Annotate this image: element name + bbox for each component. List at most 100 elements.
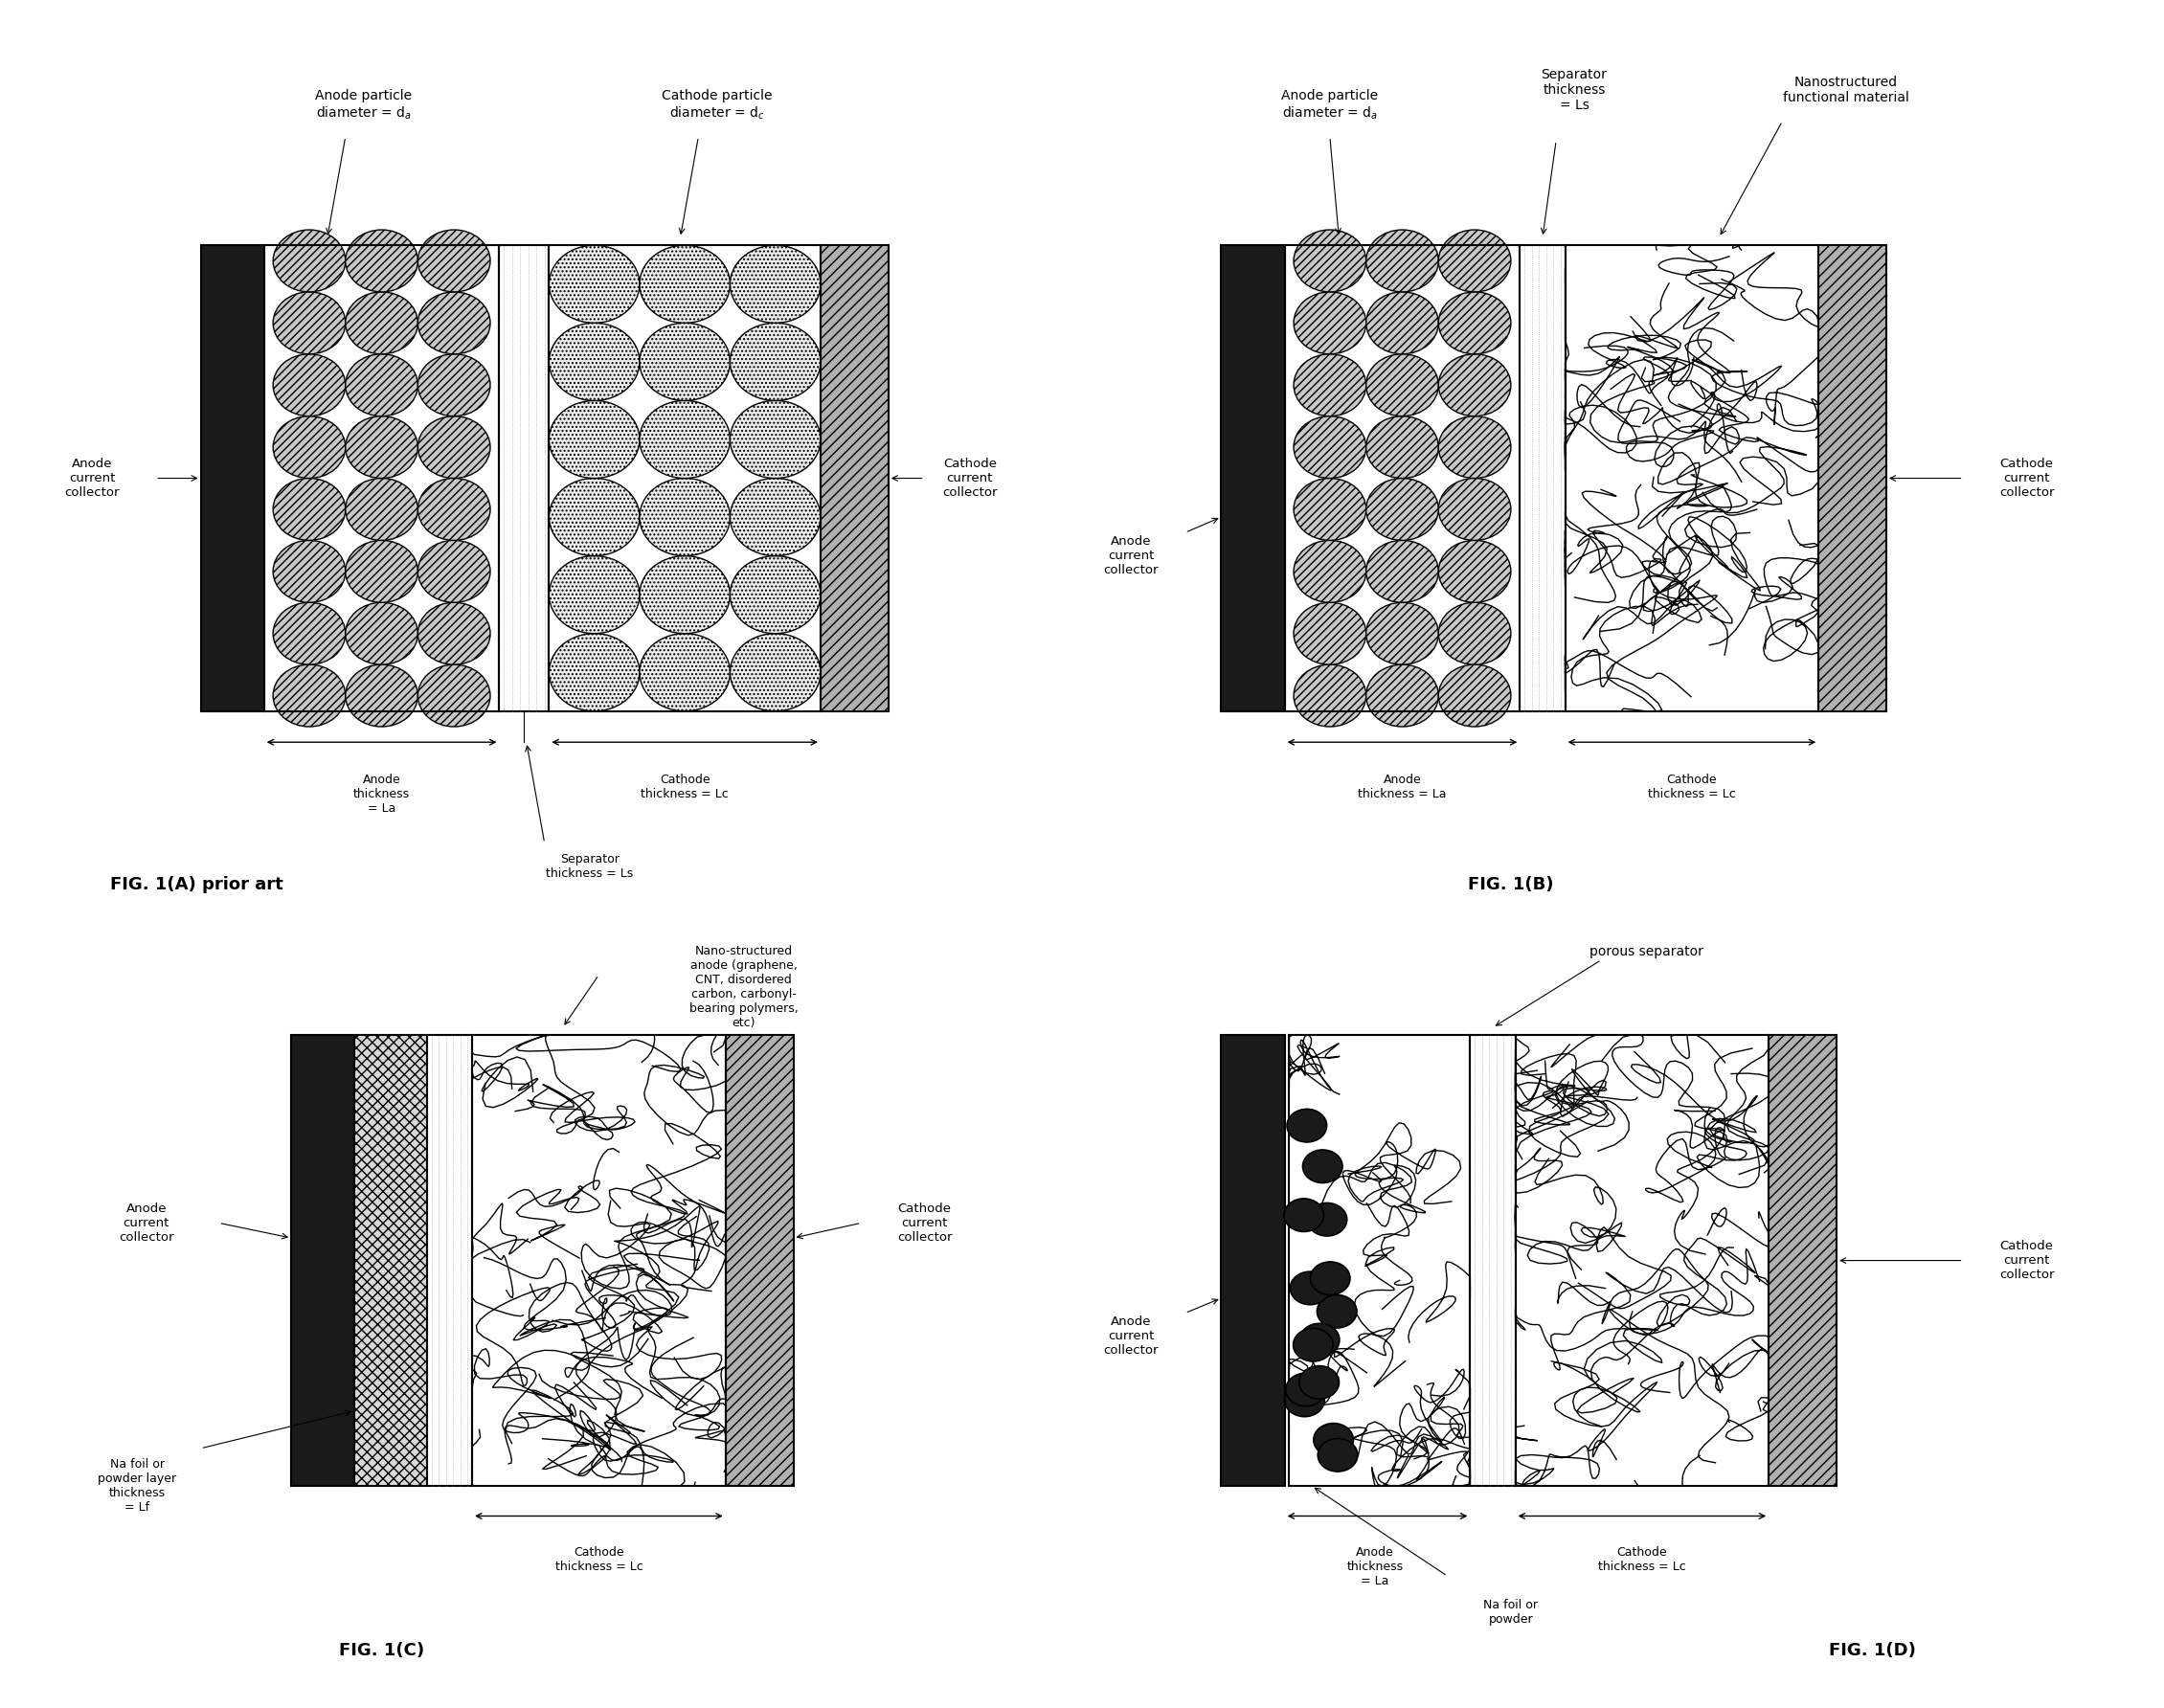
- Circle shape: [346, 603, 418, 664]
- Text: Cathode
thickness = Lc: Cathode thickness = Lc: [1649, 774, 1736, 799]
- Circle shape: [550, 555, 641, 634]
- Circle shape: [346, 231, 418, 292]
- Circle shape: [1365, 478, 1439, 540]
- Circle shape: [1285, 1383, 1324, 1416]
- Text: Nanostructured
functional material: Nanostructured functional material: [1783, 75, 1909, 104]
- Circle shape: [1365, 292, 1439, 354]
- Text: Nano-structured
anode (graphene,
CNT, disordered
carbon, carbonyl-
bearing polym: Nano-structured anode (graphene, CNT, di…: [688, 945, 799, 1030]
- Text: Separator
thickness = Ls: Separator thickness = Ls: [545, 852, 634, 880]
- Circle shape: [641, 634, 729, 711]
- Circle shape: [1439, 478, 1510, 540]
- Circle shape: [1307, 1202, 1346, 1237]
- Bar: [820, 246, 889, 711]
- Text: Anode
thickness = La: Anode thickness = La: [1359, 774, 1446, 799]
- Circle shape: [729, 555, 820, 634]
- Circle shape: [273, 540, 346, 603]
- Circle shape: [1439, 603, 1510, 664]
- Circle shape: [550, 323, 641, 401]
- Circle shape: [418, 354, 491, 417]
- Text: FIG. 1(B): FIG. 1(B): [1467, 876, 1554, 893]
- Bar: [550, 246, 820, 711]
- Circle shape: [1294, 354, 1365, 417]
- Circle shape: [1290, 1271, 1331, 1305]
- Bar: [1220, 1035, 1285, 1486]
- Text: FIG. 1(D): FIG. 1(D): [1829, 1641, 1917, 1658]
- Circle shape: [1309, 1262, 1350, 1295]
- Bar: [264, 246, 500, 711]
- Bar: [472, 1035, 725, 1486]
- Circle shape: [346, 292, 418, 354]
- Circle shape: [1301, 1324, 1340, 1356]
- Circle shape: [346, 664, 418, 726]
- Circle shape: [346, 354, 418, 417]
- Circle shape: [1365, 540, 1439, 603]
- Circle shape: [1294, 231, 1365, 292]
- Bar: [292, 1035, 355, 1486]
- Text: Anode particle
diameter = d$_a$: Anode particle diameter = d$_a$: [1281, 89, 1378, 121]
- Circle shape: [418, 417, 491, 478]
- Text: Separator
thickness
= Ls: Separator thickness = Ls: [1541, 68, 1608, 113]
- Circle shape: [346, 417, 418, 478]
- Circle shape: [1365, 417, 1439, 478]
- Circle shape: [1439, 354, 1510, 417]
- Text: Cathode
thickness = Lc: Cathode thickness = Lc: [1599, 1546, 1686, 1573]
- Circle shape: [273, 292, 346, 354]
- Bar: [426, 1035, 472, 1486]
- Circle shape: [550, 246, 641, 323]
- Circle shape: [273, 231, 346, 292]
- Text: Anode
thickness
= La: Anode thickness = La: [1346, 1546, 1404, 1587]
- Circle shape: [641, 401, 729, 478]
- Circle shape: [1294, 478, 1365, 540]
- Text: Cathode
current
collector: Cathode current collector: [941, 458, 998, 499]
- Circle shape: [1294, 292, 1365, 354]
- Circle shape: [729, 246, 820, 323]
- Circle shape: [729, 634, 820, 711]
- Text: Cathode
current
collector: Cathode current collector: [898, 1202, 952, 1243]
- Circle shape: [1365, 231, 1439, 292]
- Circle shape: [418, 478, 491, 540]
- Circle shape: [1285, 1373, 1327, 1406]
- Circle shape: [1294, 540, 1365, 603]
- Text: Anode
current
collector: Anode current collector: [119, 1202, 173, 1243]
- Circle shape: [1294, 1329, 1333, 1361]
- Circle shape: [418, 603, 491, 664]
- Text: porous separator: porous separator: [1591, 945, 1703, 958]
- Circle shape: [418, 292, 491, 354]
- Circle shape: [729, 478, 820, 555]
- Text: FIG. 1(C): FIG. 1(C): [340, 1641, 424, 1658]
- Circle shape: [729, 323, 820, 401]
- Bar: [725, 1035, 794, 1486]
- Circle shape: [1294, 664, 1365, 726]
- Circle shape: [1439, 231, 1510, 292]
- Bar: [1220, 246, 1285, 711]
- Circle shape: [1318, 1438, 1357, 1472]
- Text: Na foil or
powder layer
thickness
= Lf: Na foil or powder layer thickness = Lf: [97, 1459, 177, 1513]
- Circle shape: [1314, 1423, 1352, 1457]
- Circle shape: [418, 664, 491, 726]
- Circle shape: [418, 231, 491, 292]
- Circle shape: [1294, 603, 1365, 664]
- Circle shape: [1439, 664, 1510, 726]
- Bar: [1519, 246, 1565, 711]
- Circle shape: [273, 603, 346, 664]
- Circle shape: [1365, 354, 1439, 417]
- Circle shape: [729, 401, 820, 478]
- Bar: [1515, 1035, 1768, 1486]
- Text: Anode particle
diameter = d$_a$: Anode particle diameter = d$_a$: [316, 89, 411, 121]
- Circle shape: [346, 540, 418, 603]
- Circle shape: [418, 540, 491, 603]
- Text: Anode
current
collector: Anode current collector: [1104, 1315, 1158, 1356]
- Circle shape: [641, 555, 729, 634]
- Text: Na foil or
powder: Na foil or powder: [1485, 1599, 1539, 1626]
- Bar: [355, 1035, 426, 1486]
- Circle shape: [550, 478, 641, 555]
- Text: Cathode
thickness = Lc: Cathode thickness = Lc: [641, 774, 729, 799]
- Circle shape: [1298, 1366, 1340, 1399]
- Text: Anode
thickness
= La: Anode thickness = La: [353, 774, 409, 815]
- Circle shape: [550, 634, 641, 711]
- Circle shape: [1303, 1149, 1342, 1184]
- Circle shape: [1439, 417, 1510, 478]
- Circle shape: [273, 664, 346, 726]
- Bar: [1285, 246, 1519, 711]
- Circle shape: [1439, 292, 1510, 354]
